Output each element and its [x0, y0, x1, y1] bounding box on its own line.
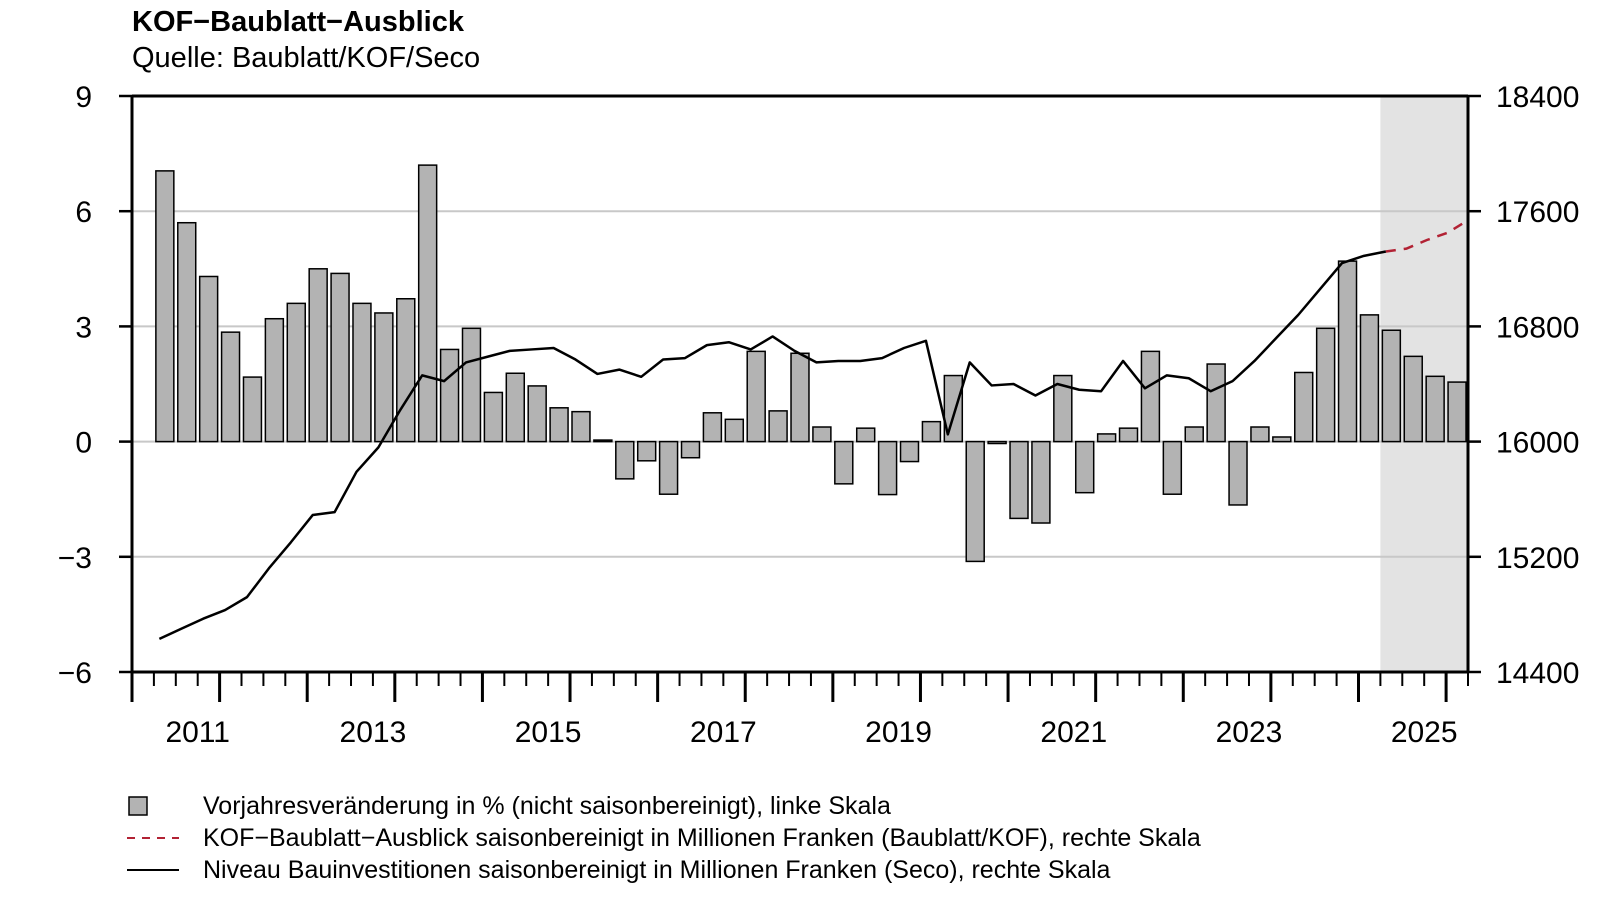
legend-solid-line-swatch — [127, 869, 179, 871]
bar — [461, 327, 482, 443]
bar — [1206, 363, 1226, 443]
bar — [812, 426, 832, 443]
bar — [374, 312, 394, 443]
x-axis-tick-label: 2013 — [340, 716, 407, 749]
bar — [834, 440, 854, 485]
bar — [790, 352, 810, 443]
bar — [658, 440, 679, 495]
bar — [724, 418, 745, 443]
bar — [615, 440, 635, 480]
bar — [505, 372, 526, 443]
bar — [1403, 355, 1423, 443]
left-axis-tick-label: 6 — [75, 196, 92, 229]
bar — [286, 302, 306, 443]
bar — [899, 440, 920, 463]
bar — [527, 385, 547, 443]
bar — [1118, 427, 1139, 443]
bar — [571, 410, 591, 443]
bar — [417, 164, 438, 443]
bar — [198, 275, 219, 443]
bar — [987, 440, 1007, 445]
bar — [155, 170, 175, 443]
bar — [1074, 440, 1095, 494]
bar — [1162, 440, 1183, 495]
bar — [1447, 381, 1467, 443]
right-axis-tick-label: 17600 — [1496, 196, 1579, 229]
legend-bar-swatch — [128, 796, 148, 816]
bar — [921, 420, 942, 443]
bar — [1425, 375, 1445, 443]
legend-dashed-line-swatch — [127, 837, 179, 839]
x-axis-tick-label: 2017 — [690, 716, 757, 749]
bar — [1381, 329, 1402, 443]
bar — [1009, 440, 1029, 520]
bar — [680, 440, 701, 459]
bar — [593, 439, 613, 443]
bar — [855, 427, 876, 443]
bar — [1184, 426, 1204, 443]
bar — [264, 317, 285, 443]
bar — [1096, 433, 1117, 443]
bar — [768, 410, 788, 443]
bar — [636, 440, 657, 462]
bar — [220, 331, 241, 443]
bar — [1337, 260, 1358, 443]
bar — [746, 350, 766, 443]
right-axis-tick-label: 14400 — [1496, 657, 1579, 690]
bar — [1359, 314, 1380, 443]
bar — [439, 348, 460, 443]
bar — [483, 391, 504, 443]
bar — [177, 221, 197, 443]
right-axis-tick-label: 18400 — [1496, 81, 1579, 114]
left-axis-tick-label: −6 — [58, 657, 92, 690]
chart-subtitle: Quelle: Baublatt/KOF/Seco — [132, 42, 481, 74]
bar — [877, 440, 898, 496]
bar — [308, 268, 328, 443]
bar — [352, 302, 372, 443]
bar — [1140, 350, 1161, 443]
bar — [1228, 440, 1248, 506]
bar — [702, 412, 723, 443]
right-axis-tick-label: 15200 — [1496, 542, 1579, 575]
right-axis-tick-label: 16000 — [1496, 427, 1579, 460]
bar — [330, 272, 350, 443]
legend-label-level: Niveau Bauinvestitionen saisonbereinigt … — [203, 856, 1111, 884]
left-axis-tick-label: 3 — [75, 311, 92, 344]
bar — [1272, 436, 1292, 443]
level-line — [158, 250, 1387, 641]
forecast-line — [1385, 220, 1467, 253]
bar — [549, 407, 569, 443]
x-axis-tick-label: 2015 — [515, 716, 582, 749]
chart-title: KOF−Baublatt−Ausblick — [132, 6, 464, 38]
x-axis-tick-label: 2019 — [865, 716, 932, 749]
left-axis-tick-label: 0 — [75, 427, 92, 460]
bar — [1250, 426, 1270, 443]
bar — [965, 440, 985, 563]
x-axis-tick-label: 2023 — [1216, 716, 1283, 749]
bar — [943, 374, 964, 443]
left-axis-tick-label: 9 — [75, 81, 92, 114]
x-axis-tick-label: 2025 — [1391, 716, 1458, 749]
legend-label-forecast: KOF−Baublatt−Ausblick saisonbereinigt in… — [203, 824, 1201, 852]
right-axis-tick-label: 16800 — [1496, 311, 1579, 344]
x-axis-tick-label: 2021 — [1040, 716, 1107, 749]
bar — [1294, 371, 1314, 443]
bar — [396, 298, 416, 443]
legend-label-bars: Vorjahresveränderung in % (nicht saisonb… — [203, 792, 891, 820]
x-axis-tick-label: 2011 — [165, 716, 230, 749]
bar — [1315, 327, 1336, 443]
bar — [1053, 374, 1073, 443]
bar — [1031, 440, 1051, 524]
left-axis-tick-label: −3 — [58, 542, 92, 575]
bar — [242, 376, 263, 443]
